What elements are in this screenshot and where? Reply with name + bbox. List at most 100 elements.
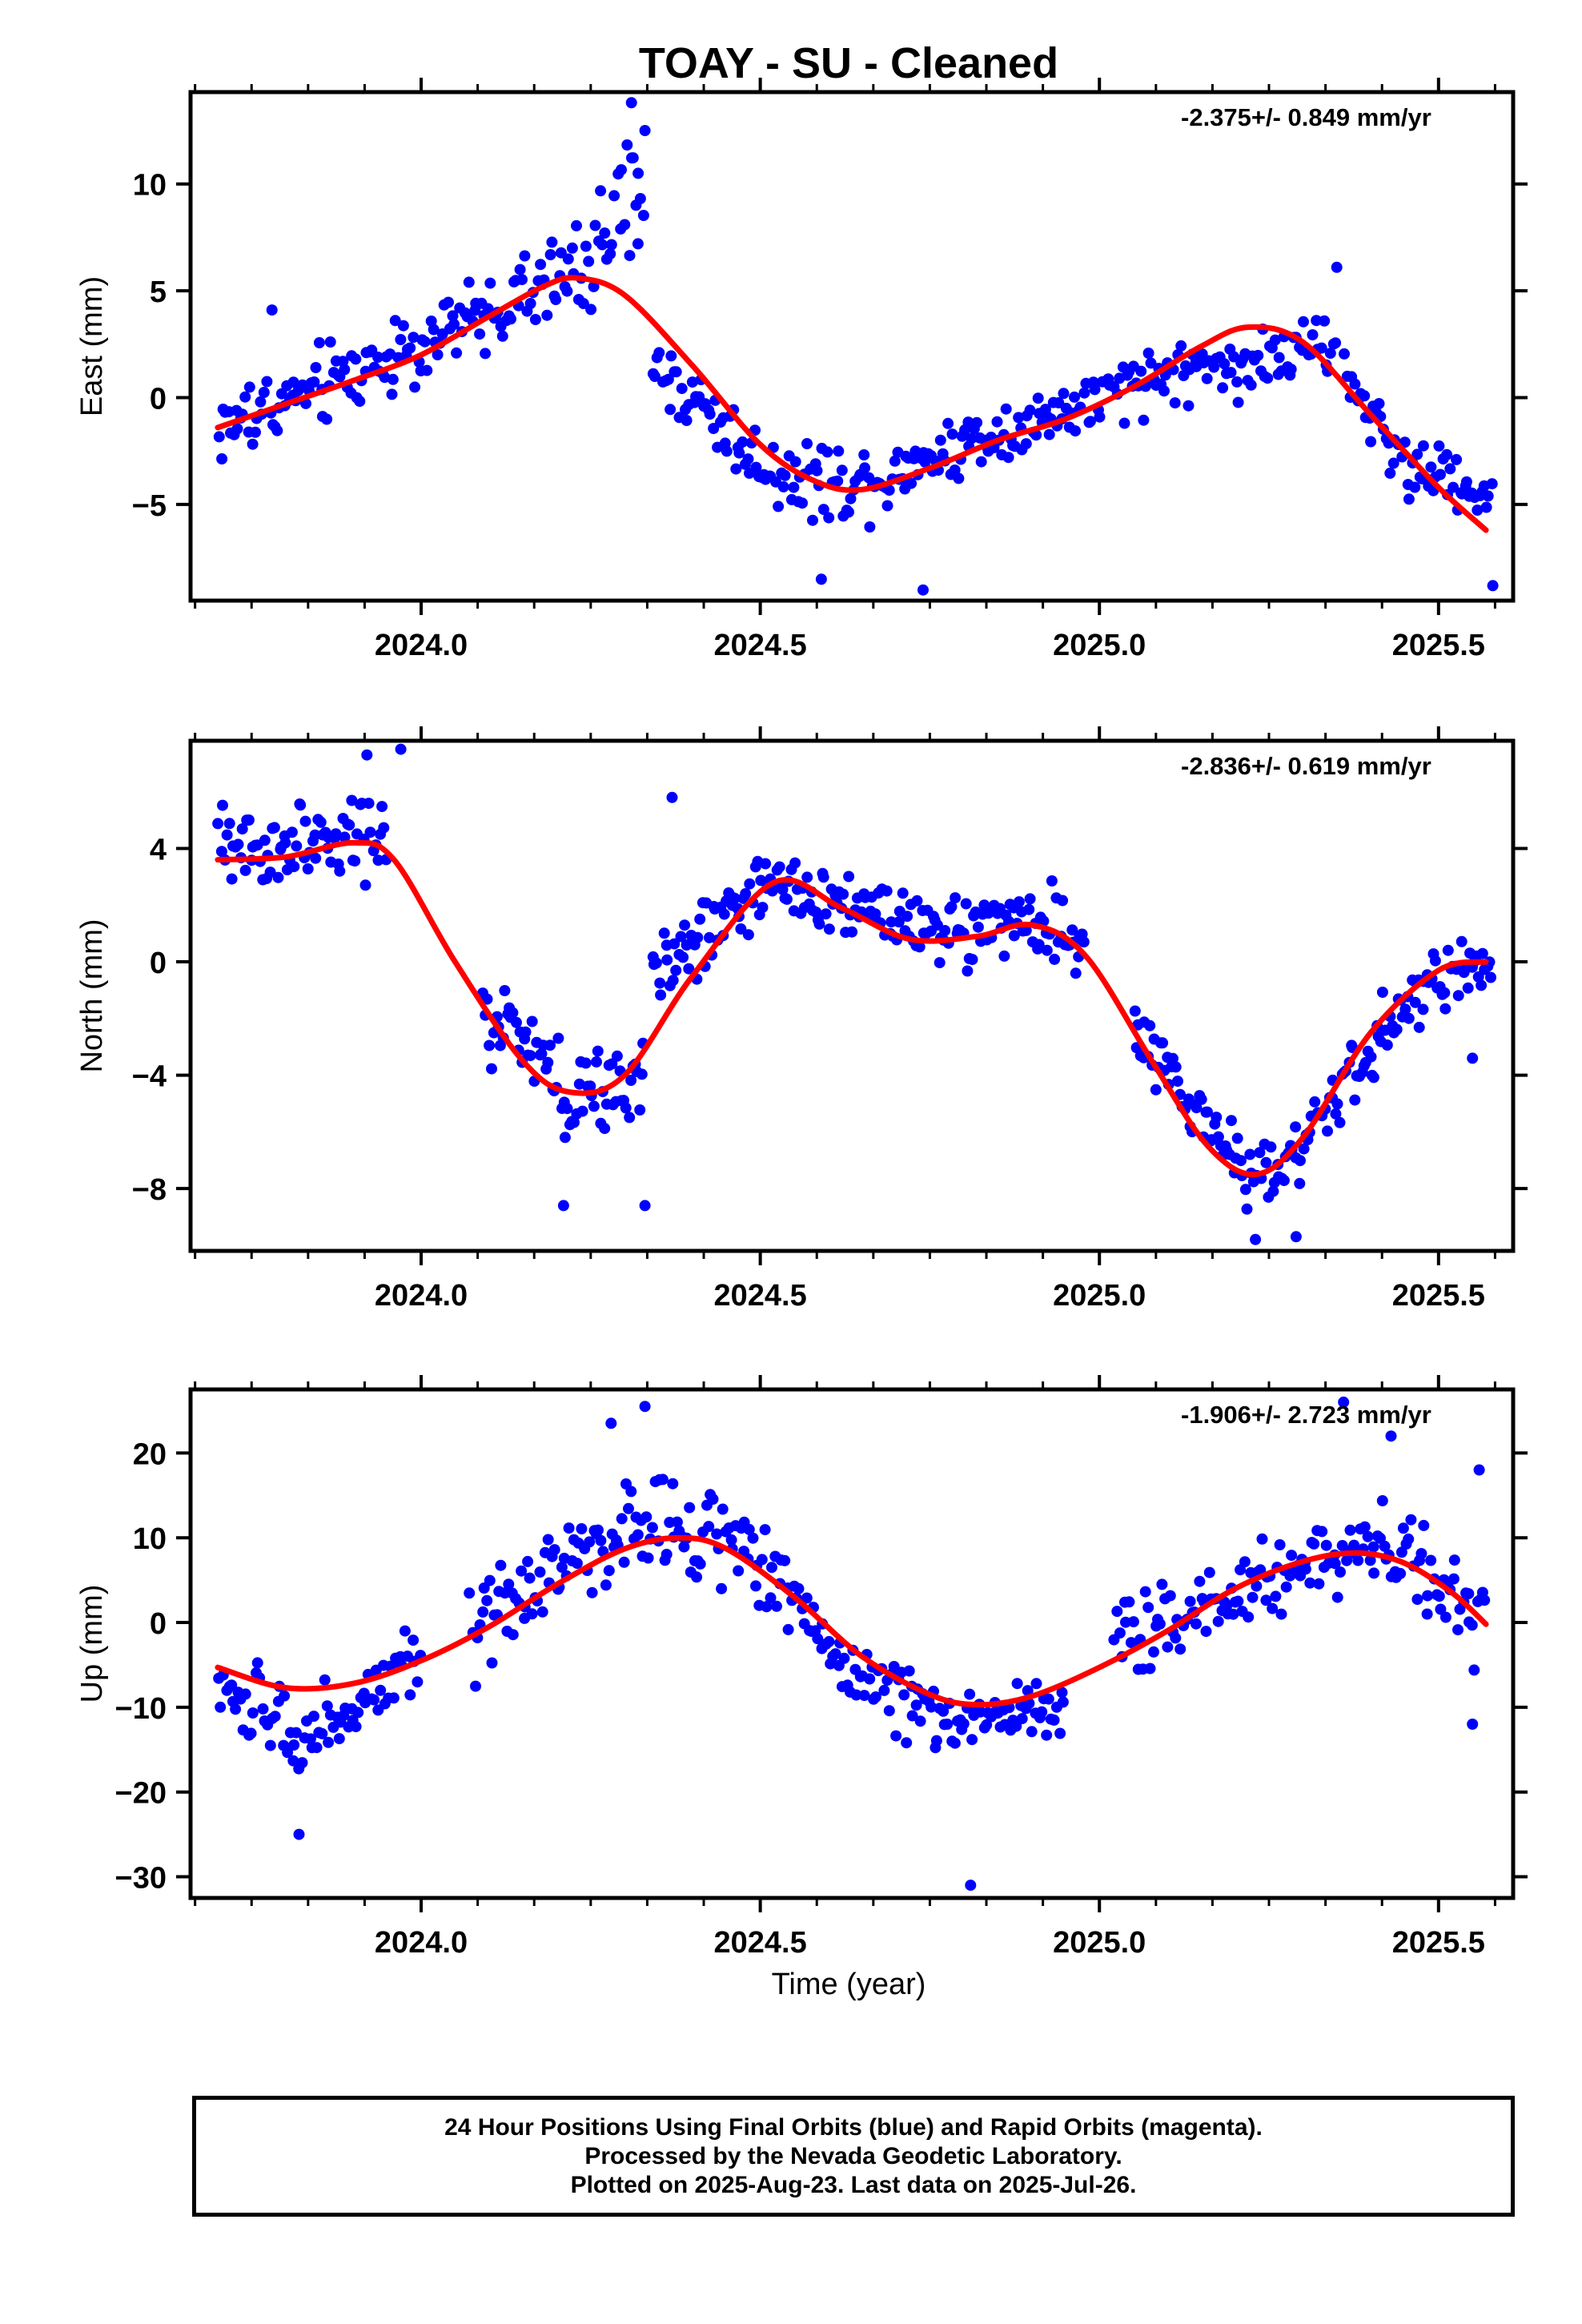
data-point	[1227, 1608, 1239, 1620]
data-point	[258, 387, 270, 398]
data-point	[584, 1080, 596, 1092]
data-point	[737, 436, 749, 448]
data-point	[801, 871, 813, 883]
data-point	[215, 1701, 227, 1713]
data-point	[773, 501, 785, 513]
data-point	[1442, 944, 1454, 956]
data-point	[1142, 1602, 1154, 1614]
data-point	[376, 801, 388, 813]
data-point	[823, 1635, 835, 1647]
data-point	[319, 1674, 331, 1686]
data-point	[1448, 1554, 1460, 1566]
data-point	[1485, 971, 1496, 983]
data-point	[704, 931, 715, 943]
data-point	[217, 799, 228, 811]
data-point	[717, 1503, 729, 1515]
data-point	[1013, 896, 1025, 908]
data-point	[639, 1200, 651, 1212]
x-tick-label: 2025.5	[1392, 1926, 1485, 1960]
data-point	[1480, 501, 1492, 513]
data-point	[1172, 1076, 1183, 1088]
data-point	[1270, 1590, 1282, 1602]
data-point	[1447, 481, 1460, 493]
data-point	[603, 1565, 615, 1577]
data-point	[1403, 1012, 1415, 1024]
data-point	[898, 1689, 910, 1701]
data-point	[788, 481, 800, 493]
data-point	[743, 1523, 755, 1535]
data-point	[972, 921, 984, 933]
data-point	[221, 829, 233, 841]
data-point	[1335, 1566, 1346, 1578]
data-point	[1254, 1147, 1266, 1159]
data-point	[807, 514, 818, 526]
data-point	[1385, 1430, 1397, 1442]
data-point	[352, 1707, 364, 1719]
data-point	[524, 298, 536, 309]
x-tick-label: 2024.0	[375, 629, 468, 662]
data-point	[901, 911, 913, 923]
data-point	[443, 296, 454, 308]
data-point	[1195, 1093, 1207, 1105]
data-point	[1348, 1539, 1360, 1551]
data-point	[670, 366, 682, 378]
data-point	[216, 453, 228, 464]
data-point	[1451, 453, 1463, 465]
data-point	[653, 347, 665, 359]
data-point	[1368, 1567, 1380, 1579]
data-point	[1265, 1141, 1277, 1153]
data-point	[1020, 438, 1032, 450]
data-point	[624, 1112, 636, 1124]
data-point	[1331, 261, 1343, 273]
data-point	[264, 1739, 276, 1751]
data-point	[464, 1587, 476, 1599]
data-point	[1089, 384, 1101, 396]
data-point	[1273, 352, 1285, 364]
data-point	[678, 1541, 690, 1553]
data-point	[589, 219, 601, 231]
data-point	[463, 276, 475, 288]
data-point	[1144, 1663, 1156, 1675]
data-point	[625, 97, 637, 109]
data-point	[1184, 1595, 1196, 1607]
data-point	[817, 504, 829, 516]
y-axis-label: North (mm)	[75, 919, 109, 1072]
data-point	[1329, 1558, 1341, 1570]
data-point	[236, 823, 248, 835]
data-point	[1008, 930, 1020, 942]
data-point	[669, 938, 681, 950]
data-point	[1403, 493, 1415, 505]
data-point	[349, 855, 361, 867]
data-point	[1468, 1664, 1480, 1676]
data-point	[634, 1104, 646, 1116]
data-point	[1373, 398, 1385, 409]
data-point	[526, 1015, 538, 1027]
data-point	[1395, 1546, 1407, 1558]
data-point	[953, 472, 965, 485]
data-point	[901, 1737, 913, 1749]
data-point	[640, 1511, 652, 1523]
data-point	[259, 834, 271, 846]
data-point	[1200, 1626, 1212, 1638]
data-point	[665, 404, 677, 416]
data-point	[1359, 390, 1371, 402]
data-point	[1316, 1526, 1328, 1538]
data-point	[559, 1132, 571, 1144]
data-point	[801, 1592, 813, 1604]
data-point	[245, 1727, 257, 1739]
data-point	[1307, 329, 1319, 341]
data-point	[339, 831, 351, 843]
data-point	[546, 236, 558, 248]
data-point	[718, 908, 730, 920]
data-point	[817, 871, 829, 883]
data-point	[395, 334, 407, 345]
data-point	[1330, 1108, 1342, 1120]
y-tick-label: −8	[132, 1173, 167, 1207]
data-point	[1476, 947, 1488, 959]
north-panel: 2024.0 2024.5 2025.0 2025.5 −8 −4 0 4 North (mm)…	[75, 726, 1528, 1313]
data-point	[1030, 1678, 1042, 1690]
data-point	[484, 1039, 496, 1051]
data-point	[293, 1828, 305, 1840]
footer-line-orbits: 24 Hour Positions Using Final Orbits (bl…	[444, 2113, 1263, 2141]
data-point	[661, 1549, 673, 1560]
